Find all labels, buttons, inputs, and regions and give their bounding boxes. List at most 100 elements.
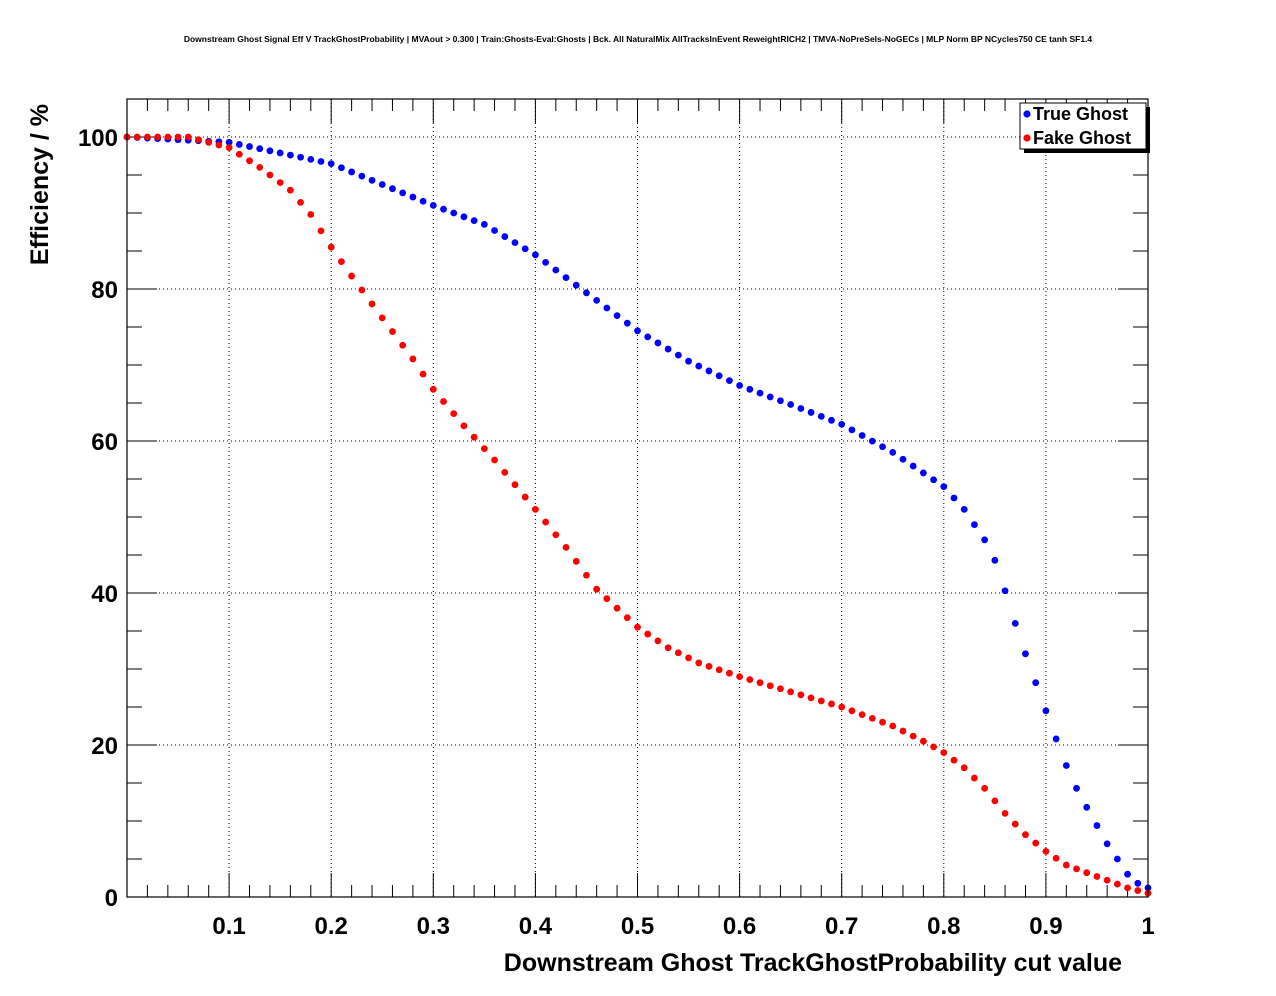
data-point bbox=[1001, 810, 1009, 817]
data-point bbox=[1083, 803, 1091, 811]
x-tick-label: 0.5 bbox=[621, 913, 654, 940]
x-tick-label: 0.2 bbox=[315, 913, 348, 940]
data-point bbox=[950, 756, 958, 764]
y-tick-label: 100 bbox=[78, 125, 118, 152]
data-point bbox=[787, 688, 795, 696]
data-point bbox=[205, 138, 213, 146]
legend-label-fake-ghost: Fake Ghost bbox=[1033, 128, 1131, 148]
data-point bbox=[1103, 876, 1111, 884]
data-point bbox=[1032, 679, 1040, 687]
data-point bbox=[297, 153, 304, 161]
data-point bbox=[389, 185, 396, 193]
data-point bbox=[429, 385, 437, 393]
data-point bbox=[583, 289, 590, 297]
data-point bbox=[807, 694, 815, 702]
data-point bbox=[1073, 865, 1080, 873]
data-point bbox=[1052, 854, 1060, 862]
data-point bbox=[572, 557, 580, 565]
data-point bbox=[889, 449, 897, 456]
data-point bbox=[1022, 831, 1029, 839]
data-point bbox=[297, 198, 304, 206]
data-point bbox=[368, 176, 376, 184]
legend-marker-true-ghost bbox=[1023, 110, 1031, 118]
data-point bbox=[613, 312, 621, 319]
data-point bbox=[1042, 848, 1050, 855]
data-point bbox=[1113, 855, 1121, 863]
data-point bbox=[480, 221, 488, 228]
data-point bbox=[848, 426, 856, 434]
data-point bbox=[746, 385, 754, 393]
data-point bbox=[256, 164, 264, 171]
data-point bbox=[603, 304, 611, 312]
data-point bbox=[848, 707, 856, 715]
data-point bbox=[521, 245, 529, 253]
data-point bbox=[470, 217, 478, 225]
data-point bbox=[868, 437, 876, 445]
plot-frame bbox=[126, 98, 1149, 898]
data-point bbox=[225, 138, 233, 146]
data-point bbox=[828, 700, 835, 708]
data-point bbox=[940, 749, 948, 756]
data-point bbox=[1093, 873, 1101, 880]
data-point bbox=[307, 211, 315, 218]
data-point bbox=[1032, 839, 1040, 847]
data-point bbox=[981, 784, 989, 792]
data-point bbox=[1124, 870, 1131, 878]
data-point bbox=[715, 372, 723, 380]
data-point bbox=[501, 468, 509, 476]
x-tick-label: 0.9 bbox=[1029, 913, 1062, 940]
data-point bbox=[491, 227, 498, 234]
data-point bbox=[664, 345, 672, 353]
data-point bbox=[899, 727, 907, 735]
data-point bbox=[195, 136, 202, 144]
x-tick-label: 0.7 bbox=[825, 913, 858, 940]
data-point bbox=[756, 679, 764, 687]
data-point bbox=[960, 764, 968, 772]
data-point bbox=[1134, 879, 1142, 887]
x-tick-label: 0.3 bbox=[417, 913, 450, 940]
data-point bbox=[470, 433, 478, 441]
data-point bbox=[532, 251, 539, 259]
data-point bbox=[1011, 620, 1019, 627]
data-point bbox=[736, 382, 743, 389]
chart-title: Downstream Ghost Signal Eff V TrackGhost… bbox=[183, 34, 1093, 44]
data-point bbox=[521, 493, 529, 501]
data-point bbox=[909, 732, 917, 740]
data-point bbox=[286, 151, 294, 159]
data-point bbox=[613, 604, 621, 612]
data-point bbox=[399, 189, 407, 197]
data-point bbox=[797, 691, 805, 699]
y-tick-label: 60 bbox=[91, 429, 118, 456]
data-point bbox=[429, 202, 437, 209]
data-point bbox=[1073, 784, 1080, 792]
data-point bbox=[787, 401, 795, 408]
tick-labels: 0.1 0.2 0.3 0.4 0.5 0.6 0.7 0.8 0.9 1 0 20 40 60 80 100 bbox=[78, 125, 1155, 940]
data-point bbox=[511, 239, 519, 247]
data-point bbox=[838, 703, 846, 711]
data-point bbox=[235, 150, 243, 158]
data-point bbox=[389, 328, 396, 335]
data-point bbox=[1062, 762, 1070, 769]
data-point bbox=[919, 469, 927, 477]
data-point bbox=[327, 243, 335, 251]
data-point bbox=[766, 393, 774, 401]
data-point bbox=[1022, 650, 1029, 658]
data-point bbox=[399, 341, 407, 349]
data-point bbox=[1083, 869, 1091, 877]
data-point bbox=[276, 149, 284, 157]
data-point bbox=[736, 673, 743, 680]
y-tick-label: 0 bbox=[105, 885, 118, 912]
data-point bbox=[858, 711, 866, 718]
data-point bbox=[542, 518, 550, 526]
data-point bbox=[1093, 822, 1101, 829]
data-point bbox=[1001, 587, 1009, 595]
x-tick-label: 1 bbox=[1141, 913, 1154, 940]
legend-box bbox=[1019, 102, 1147, 150]
data-point bbox=[705, 367, 713, 375]
data-point bbox=[685, 654, 692, 662]
data-point bbox=[756, 389, 764, 397]
data-point bbox=[440, 398, 447, 405]
data-point bbox=[971, 774, 978, 782]
data-point bbox=[307, 155, 315, 163]
data-point bbox=[797, 405, 805, 412]
